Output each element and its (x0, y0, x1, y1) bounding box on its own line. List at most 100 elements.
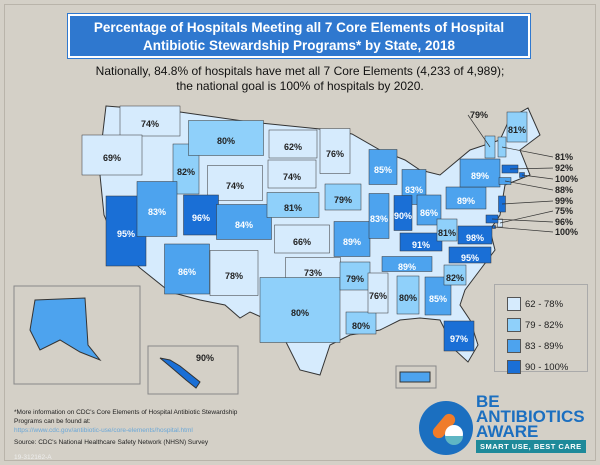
legend-swatch (507, 339, 521, 353)
state-value-md: 96% (555, 217, 573, 227)
callout-line (521, 174, 554, 180)
legend-label: 62 - 78% (525, 298, 564, 310)
state-value-il: 83% (370, 214, 388, 224)
state-value-mi: 83% (405, 185, 423, 195)
callout-line (509, 167, 554, 170)
state-wy (207, 165, 263, 201)
legend-swatch (507, 318, 521, 332)
state-ms (367, 272, 389, 314)
state-value-hi: 90% (196, 353, 214, 363)
footnote-block: *More information on CDC's Core Elements… (14, 408, 254, 447)
more-info-link[interactable]: https://www.cdc.gov/antibiotic-use/core-… (14, 427, 193, 434)
callout-line (499, 210, 554, 224)
state-value-wi: 85% (374, 165, 392, 175)
hawaii-inset-box (147, 345, 239, 395)
state-mo (333, 221, 371, 257)
state-value-nh: 81% (555, 152, 573, 162)
state-ks (274, 224, 330, 254)
state-value-nd: 62% (284, 142, 302, 152)
state-il (368, 193, 390, 239)
logo-tagline: SMART USE, BEST CARE (476, 440, 586, 453)
legend-item: 83 - 89% (507, 339, 563, 353)
state-value-ar: 79% (346, 274, 364, 284)
state-tx (259, 277, 341, 343)
legend: 62 - 78% 79 - 82% 83 - 89% 90 - 100% (494, 284, 588, 374)
legend-item: 79 - 82% (507, 318, 563, 332)
logo-text: AWARE (476, 422, 539, 441)
subtitle-line-2: the national goal is 100% of hospitals b… (176, 79, 424, 93)
state-value-ct: 88% (555, 185, 573, 195)
callout-line (504, 180, 554, 191)
state-value-al: 80% (399, 293, 417, 303)
state-value-tn: 89% (398, 262, 416, 272)
state-ut (183, 194, 219, 236)
state-value-nv: 83% (148, 207, 166, 217)
state-wv (436, 218, 458, 242)
legend-swatch (507, 360, 521, 374)
state-al (396, 275, 420, 315)
state-value-ca: 95% (117, 229, 135, 239)
alaska-inset-box (13, 285, 141, 385)
state-value-ut: 96% (192, 213, 210, 223)
state-value-sc: 82% (446, 273, 464, 283)
state-or (81, 134, 143, 176)
state-ia (324, 183, 362, 211)
logo-text: ANTIBIOTICS (476, 407, 585, 426)
state-sc (443, 264, 467, 286)
state-ne (266, 192, 320, 218)
state-value-wy: 74% (226, 181, 244, 191)
state-value-ga: 85% (429, 294, 447, 304)
state-nv (136, 181, 178, 237)
state-co (216, 204, 272, 240)
puerto-rico-shape (399, 371, 431, 383)
legend-swatch (507, 297, 521, 311)
state-value-sd: 74% (283, 172, 301, 182)
state-value-pa: 89% (457, 196, 475, 206)
state-value-mt: 80% (217, 136, 235, 146)
state-nc (448, 246, 492, 264)
state-value-ri: 100% (555, 174, 578, 184)
pill-icon (419, 401, 473, 455)
state-value-ok: 73% (304, 268, 322, 278)
state-value-ms: 76% (369, 291, 387, 301)
state-va (457, 225, 493, 245)
footnote: *More information on CDC's Core Elements… (14, 409, 238, 425)
state-in (393, 195, 413, 231)
state-nd (268, 129, 318, 159)
subtitle-line-1: Nationally, 84.8% of hospitals have met … (95, 64, 505, 78)
state-value-mn: 76% (326, 149, 344, 159)
state-value-ma: 92% (555, 163, 573, 173)
state-sd (267, 159, 317, 189)
state-la (345, 311, 377, 335)
callout-line (493, 226, 554, 233)
legend-label: 83 - 89% (525, 340, 564, 352)
state-tn (381, 256, 433, 272)
state-value-ks: 66% (293, 237, 311, 247)
state-fl (443, 320, 475, 352)
state-ar (339, 261, 371, 291)
state-value-nc: 95% (461, 253, 479, 263)
legend-item: 90 - 100% (507, 360, 568, 374)
hawaii-shape (159, 357, 201, 389)
state-value-la: 80% (352, 321, 370, 331)
state-value-mo: 89% (343, 237, 361, 247)
frame (4, 4, 596, 461)
subtitle: Nationally, 84.8% of hospitals have met … (0, 64, 600, 94)
document-code: 19-312162-A (14, 454, 52, 461)
state-value-nj: 99% (555, 196, 573, 206)
callout-line (501, 146, 554, 158)
state-mt (188, 120, 264, 156)
state-value-az: 86% (178, 267, 196, 277)
state-wa (119, 105, 181, 137)
state-ny (459, 158, 501, 188)
state-value-ne: 81% (284, 203, 302, 213)
legend-item: 62 - 78% (507, 297, 563, 311)
state-value-oh: 86% (420, 208, 438, 218)
state-value-nm: 78% (225, 271, 243, 281)
state-nm (209, 250, 259, 296)
title: Percentage of Hospitals Meeting all 7 Co… (93, 20, 505, 53)
be-antibiotics-aware-logo: BE ANTIBIOTICS AWARE SMART USE, BEST CAR… (418, 392, 598, 462)
callout-line (491, 218, 554, 223)
